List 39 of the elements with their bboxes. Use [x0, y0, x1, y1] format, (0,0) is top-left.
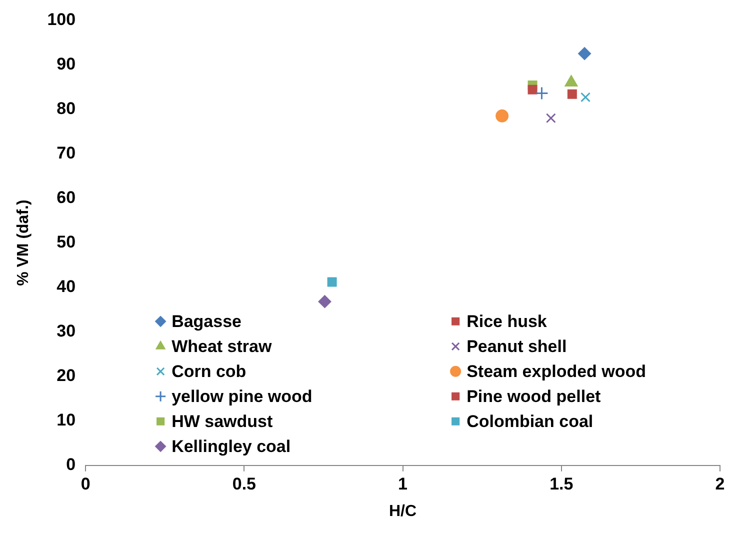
point	[528, 84, 538, 94]
y-tick-label: 90	[56, 54, 76, 74]
legend-label: HW sawdust	[172, 412, 273, 432]
legend-label: Corn cob	[172, 362, 246, 382]
legend-label: Pine wood pellet	[466, 387, 602, 406]
x-tick-label: 1.5	[550, 474, 574, 494]
legend-label: Bagasse	[172, 312, 242, 332]
y-tick-label: 80	[56, 98, 76, 118]
point	[578, 47, 592, 60]
y-tick-label: 30	[56, 322, 76, 341]
y-tick-label: 100	[47, 10, 76, 29]
point	[496, 109, 509, 122]
y-axis-title: % VM (daf.)	[15, 200, 32, 286]
y-tick-label: 10	[56, 410, 76, 430]
y-tick-label: 60	[56, 188, 76, 207]
point	[567, 89, 577, 99]
x-tick-label: 0	[80, 474, 90, 494]
point	[318, 295, 332, 308]
y-tick-label: 40	[56, 277, 76, 296]
x-axis-title: H/C	[389, 502, 417, 520]
legend-label: Rice husk	[466, 312, 548, 332]
legend-label: Kellingley coal	[172, 437, 291, 456]
point	[546, 113, 556, 124]
legend-label: yellow pine wood	[172, 387, 312, 406]
legend-label: Wheat straw	[172, 337, 272, 356]
point	[327, 277, 337, 287]
y-tick-label: 0	[66, 455, 76, 474]
point	[580, 92, 590, 102]
x-tick-label: 0.5	[232, 474, 256, 494]
y-tick-label: 20	[56, 366, 76, 386]
point	[564, 75, 578, 87]
point	[534, 86, 548, 100]
y-tick-label: 70	[56, 143, 76, 162]
y-tick-label: 50	[56, 232, 76, 252]
legend-label: Peanut shell	[466, 337, 567, 356]
x-tick-label: 2	[715, 474, 725, 494]
legend-label: Colombian coal	[466, 412, 594, 432]
x-tick-label: 1	[398, 474, 408, 494]
legend-label: Steam exploded wood	[466, 362, 646, 382]
